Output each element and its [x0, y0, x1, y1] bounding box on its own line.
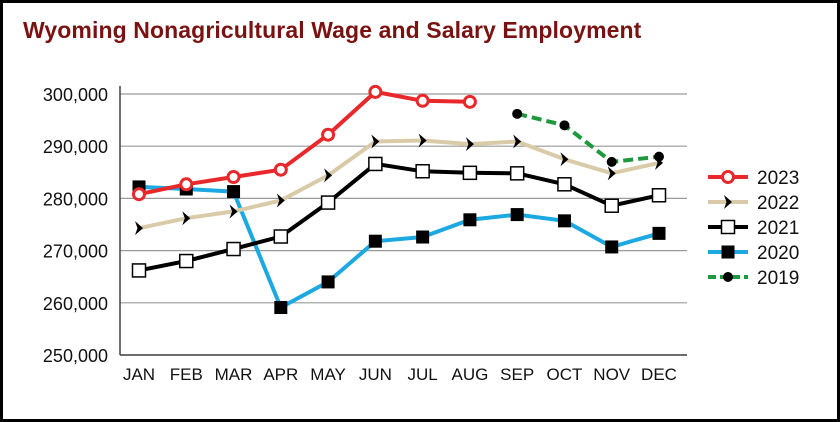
- data-point-2022: [371, 134, 380, 149]
- data-point-2022: [135, 221, 143, 236]
- data-point-2020: [321, 275, 335, 289]
- series-2020: [132, 180, 666, 314]
- x-tick-label: SEP: [500, 365, 534, 384]
- data-point-2020: [557, 214, 571, 228]
- legend-item-2020: 2020: [708, 243, 799, 264]
- y-tick-label: 270,000: [43, 242, 108, 262]
- data-point-2019: [606, 156, 617, 167]
- data-point-2020: [227, 185, 241, 199]
- data-point-2023: [462, 94, 477, 109]
- legend-marker: [724, 195, 732, 209]
- data-point-2023: [415, 93, 430, 108]
- legend-marker: [720, 219, 736, 235]
- y-tick-label: 300,000: [43, 85, 108, 105]
- data-point-2023: [368, 84, 383, 99]
- series-line-2023: [138, 89, 470, 197]
- data-point-2020: [368, 234, 382, 248]
- x-tick-label: DEC: [641, 365, 677, 384]
- data-point-2023: [321, 127, 336, 142]
- legend-item-2022: 2022: [708, 193, 799, 214]
- data-point-2022: [607, 166, 616, 181]
- data-point-2021: [368, 156, 383, 172]
- series-2023: [132, 84, 477, 202]
- data-point-2022: [418, 133, 427, 148]
- data-point-2022: [276, 193, 285, 208]
- data-point-2021: [415, 164, 430, 179]
- series-line-2020: [138, 184, 660, 310]
- data-point-2020: [416, 230, 430, 244]
- chart-title: Wyoming Nonagricultural Wage and Salary …: [23, 17, 642, 43]
- x-tick-label: NOV: [593, 365, 631, 384]
- data-point-2021: [226, 241, 241, 257]
- data-point-2021: [320, 195, 336, 210]
- legend-marker: [721, 245, 735, 259]
- data-point-2021: [131, 263, 147, 278]
- x-tick-label: MAY: [310, 365, 346, 384]
- legend-marker: [721, 170, 735, 184]
- series-2021: [131, 156, 667, 278]
- x-tick-label: AUG: [451, 365, 488, 384]
- y-tick-label: 260,000: [43, 294, 108, 314]
- legend-label: 2019: [757, 268, 799, 289]
- y-tick-label: 280,000: [43, 189, 108, 209]
- data-point-2022: [465, 137, 474, 152]
- data-point-2023: [226, 169, 241, 184]
- series-line-2021: [138, 161, 660, 273]
- data-point-2022: [560, 152, 569, 167]
- data-point-2023: [132, 187, 146, 202]
- legend-label: 2023: [757, 168, 799, 189]
- data-point-2020: [652, 226, 666, 240]
- series-line-2019: [516, 111, 660, 164]
- x-tick-label: JUL: [408, 365, 438, 384]
- legend-label: 2020: [757, 243, 799, 264]
- data-point-2020: [510, 208, 524, 222]
- data-point-2019: [512, 108, 523, 119]
- data-point-2020: [463, 213, 477, 227]
- data-point-2021: [462, 165, 478, 181]
- legend-item-2021: 2021: [708, 218, 799, 239]
- data-point-2022: [229, 204, 238, 219]
- legend-item-2019: 2019: [708, 268, 799, 289]
- series-2022: [135, 133, 663, 236]
- series-line-2022: [138, 138, 660, 231]
- data-point-2023: [273, 162, 288, 177]
- legend-item-2023: 2023: [708, 168, 799, 189]
- data-point-2020: [605, 240, 619, 254]
- data-point-2020: [274, 300, 288, 314]
- legend-label: 2022: [757, 193, 799, 214]
- line-chart: 250,000 260,000 270,000 280,000 290,000 300,0…: [43, 84, 799, 384]
- data-point-2021: [557, 177, 572, 192]
- x-tick-label: OCT: [547, 365, 583, 384]
- data-point-2022: [513, 134, 522, 149]
- data-point-2023: [179, 177, 194, 192]
- x-tick-label: JAN: [123, 365, 155, 384]
- data-point-2022: [182, 211, 191, 226]
- data-point-2021: [509, 166, 525, 181]
- data-point-2019: [559, 120, 570, 131]
- legend-label: 2021: [757, 218, 799, 239]
- y-tick-label: 250,000: [43, 346, 108, 366]
- y-tick-label: 290,000: [43, 137, 108, 157]
- x-tick-label: FEB: [170, 365, 203, 384]
- x-tick-label: JUN: [359, 365, 392, 384]
- data-point-2021: [273, 229, 289, 244]
- data-point-2021: [651, 188, 667, 203]
- x-tick-label: MAR: [215, 365, 253, 384]
- data-point-2021: [604, 198, 619, 213]
- series-2019: [512, 108, 664, 167]
- data-point-2022: [324, 168, 333, 183]
- legend-marker: [723, 272, 733, 282]
- data-point-2021: [179, 253, 194, 269]
- data-point-2022: [655, 155, 663, 170]
- x-tick-label: APR: [263, 365, 298, 384]
